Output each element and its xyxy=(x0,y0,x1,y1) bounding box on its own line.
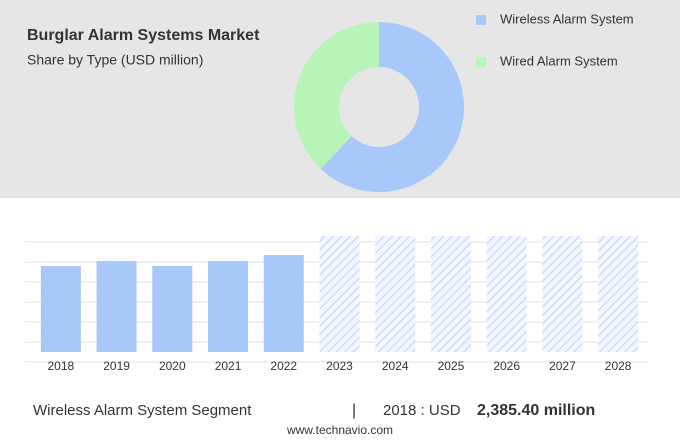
x-tick-label: 2025 xyxy=(438,359,465,373)
legend-swatch xyxy=(476,15,486,25)
footer-value: 2,385.40 million xyxy=(477,402,595,419)
legend-label: Wireless Alarm System xyxy=(500,11,634,26)
x-tick-label: 2022 xyxy=(270,359,297,373)
footer-segment: Wireless Alarm System Segment xyxy=(33,402,252,419)
forecast-bar xyxy=(375,236,416,352)
forecast-bar xyxy=(598,236,639,352)
legend-label: Wired Alarm System xyxy=(500,53,618,68)
x-tick-label: 2021 xyxy=(215,359,242,373)
x-tick-label: 2028 xyxy=(605,359,632,373)
chart-subtitle: Share by Type (USD million) xyxy=(27,52,203,68)
legend-swatch xyxy=(476,57,486,67)
forecast-bar xyxy=(430,236,471,352)
bar xyxy=(152,265,193,352)
x-tick-label: 2018 xyxy=(48,359,75,373)
donut-slice xyxy=(294,22,379,169)
bar xyxy=(96,261,137,352)
forecast-bar xyxy=(486,236,527,352)
donut-slice xyxy=(320,22,465,192)
x-tick-label: 2024 xyxy=(382,359,409,373)
x-tick-label: 2027 xyxy=(549,359,576,373)
chart-title: Burglar Alarm Systems Market xyxy=(27,27,260,44)
x-tick-label: 2019 xyxy=(103,359,130,373)
bar xyxy=(263,255,304,352)
footer-separator: | xyxy=(352,402,356,419)
source: www.technavio.com xyxy=(286,423,393,437)
forecast-bar xyxy=(542,236,583,352)
x-tick-label: 2026 xyxy=(493,359,520,373)
x-tick-label: 2020 xyxy=(159,359,186,373)
footer-period: 2018 : USD xyxy=(383,402,461,419)
bar xyxy=(208,261,249,352)
bar xyxy=(40,266,81,352)
x-tick-label: 2023 xyxy=(326,359,353,373)
forecast-bar xyxy=(319,236,360,352)
